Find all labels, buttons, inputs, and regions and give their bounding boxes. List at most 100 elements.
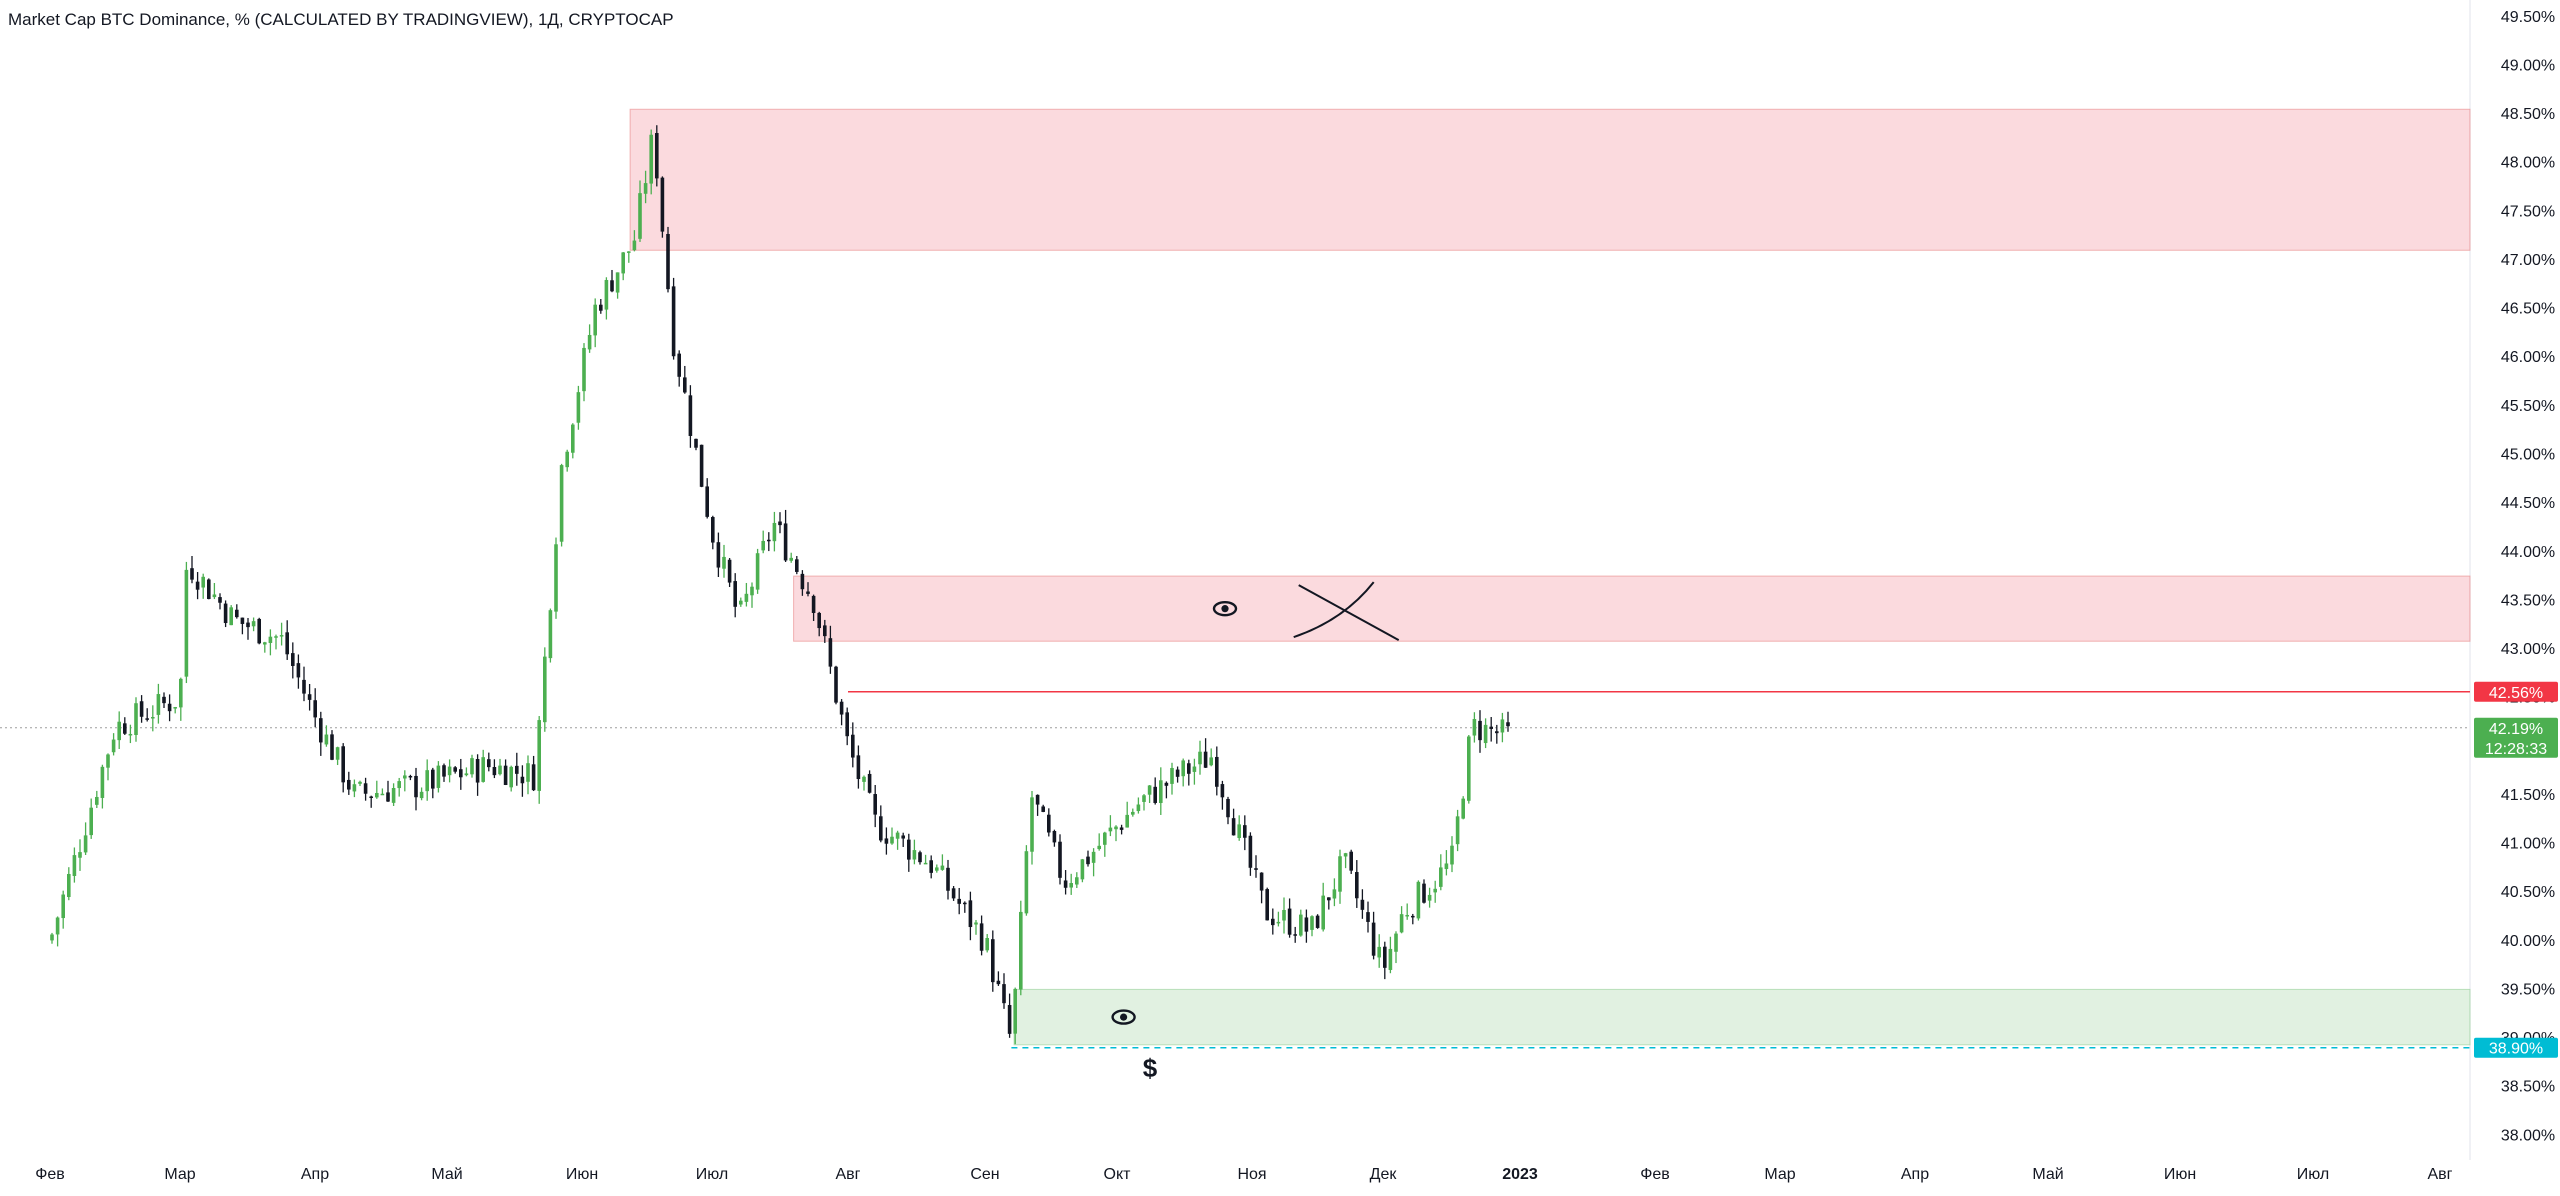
x-tick-label: Июн xyxy=(2164,1166,2196,1183)
candle xyxy=(1147,785,1152,803)
candle xyxy=(1097,833,1101,851)
x-tick-label: Май xyxy=(2032,1166,2063,1183)
candle xyxy=(722,544,726,578)
demand-zone[interactable] xyxy=(1013,988,2471,1046)
candle xyxy=(671,277,676,360)
candle xyxy=(195,572,200,600)
candle xyxy=(1405,903,1409,920)
y-tick-label: 44.00% xyxy=(2501,544,2555,561)
candle xyxy=(733,573,737,618)
candle xyxy=(991,930,995,992)
x-tick-label: Окт xyxy=(1104,1166,1132,1183)
x-tick-label: Ноя xyxy=(1237,1166,1266,1183)
candle xyxy=(123,717,127,735)
candle xyxy=(100,764,105,809)
supply-zone[interactable] xyxy=(629,108,2471,251)
candle xyxy=(83,822,88,855)
candle xyxy=(867,770,872,794)
candle xyxy=(1355,860,1359,908)
candle xyxy=(884,827,889,855)
candle xyxy=(587,324,592,353)
x-tick-label: Фев xyxy=(35,1166,65,1183)
candle xyxy=(996,971,1001,986)
candle xyxy=(1231,808,1236,836)
candle xyxy=(559,463,564,547)
candle xyxy=(632,230,637,252)
candle xyxy=(341,743,345,793)
candle xyxy=(1007,993,1012,1038)
candle xyxy=(1394,931,1398,964)
candle xyxy=(1075,872,1079,889)
candle xyxy=(111,733,116,756)
y-tick-label: 39.50% xyxy=(2501,981,2555,998)
chart-title: Market Cap BTC Dominance, % (CALCULATED … xyxy=(8,10,674,29)
candle xyxy=(1086,850,1090,867)
candle xyxy=(593,298,597,348)
candle xyxy=(1108,815,1113,837)
candle xyxy=(531,755,536,792)
candle xyxy=(1276,911,1281,927)
candle xyxy=(1332,878,1337,907)
candle xyxy=(688,385,693,448)
candle xyxy=(492,759,497,779)
candle xyxy=(1343,852,1348,869)
candle xyxy=(55,916,60,947)
candle xyxy=(459,758,463,790)
candle xyxy=(1209,748,1213,767)
candle xyxy=(106,753,110,781)
candle xyxy=(212,582,217,600)
candle xyxy=(1248,832,1253,876)
candle xyxy=(739,597,743,607)
candle xyxy=(912,839,917,865)
candle xyxy=(666,226,670,293)
y-tick-label: 43.00% xyxy=(2501,641,2555,658)
candle xyxy=(257,617,261,645)
candle xyxy=(968,891,973,941)
candle xyxy=(851,722,855,768)
candle xyxy=(772,511,777,552)
candle xyxy=(1063,870,1068,895)
candle xyxy=(621,252,625,281)
candle xyxy=(1439,854,1443,891)
candle xyxy=(358,780,362,787)
candle xyxy=(151,705,155,732)
countdown-label: 12:28:33 xyxy=(2485,741,2547,758)
supply-zone[interactable] xyxy=(793,575,2471,642)
candle xyxy=(475,754,480,796)
candle xyxy=(470,754,474,778)
candle xyxy=(380,788,385,796)
candle xyxy=(464,767,469,777)
candle xyxy=(761,530,765,554)
candle xyxy=(330,730,334,761)
candle xyxy=(979,915,984,956)
svg-text:42.19%: 42.19% xyxy=(2489,721,2543,738)
x-tick-label: Авг xyxy=(835,1166,860,1183)
candle xyxy=(1114,825,1118,842)
candle xyxy=(918,850,922,865)
candle xyxy=(235,604,239,619)
candle xyxy=(1243,815,1247,851)
candle xyxy=(453,766,457,774)
x-tick-label: Дек xyxy=(1370,1166,1398,1183)
candle xyxy=(67,867,71,901)
candle xyxy=(447,759,452,783)
candle xyxy=(296,654,301,689)
candle xyxy=(1310,915,1314,937)
candle xyxy=(425,759,429,801)
resistance-price-label: 42.56% xyxy=(2474,681,2558,702)
candle xyxy=(285,620,289,660)
candle xyxy=(1047,808,1051,837)
candle xyxy=(946,859,950,900)
x-tick-label: Июл xyxy=(696,1166,728,1183)
candle xyxy=(806,582,810,597)
candles xyxy=(50,125,1510,1045)
candle xyxy=(1153,777,1157,805)
candle xyxy=(1187,759,1191,786)
candle xyxy=(817,611,821,637)
candle xyxy=(963,901,967,913)
candle xyxy=(660,176,665,238)
candle xyxy=(274,634,278,650)
candle xyxy=(778,512,782,534)
candle xyxy=(1220,780,1225,810)
